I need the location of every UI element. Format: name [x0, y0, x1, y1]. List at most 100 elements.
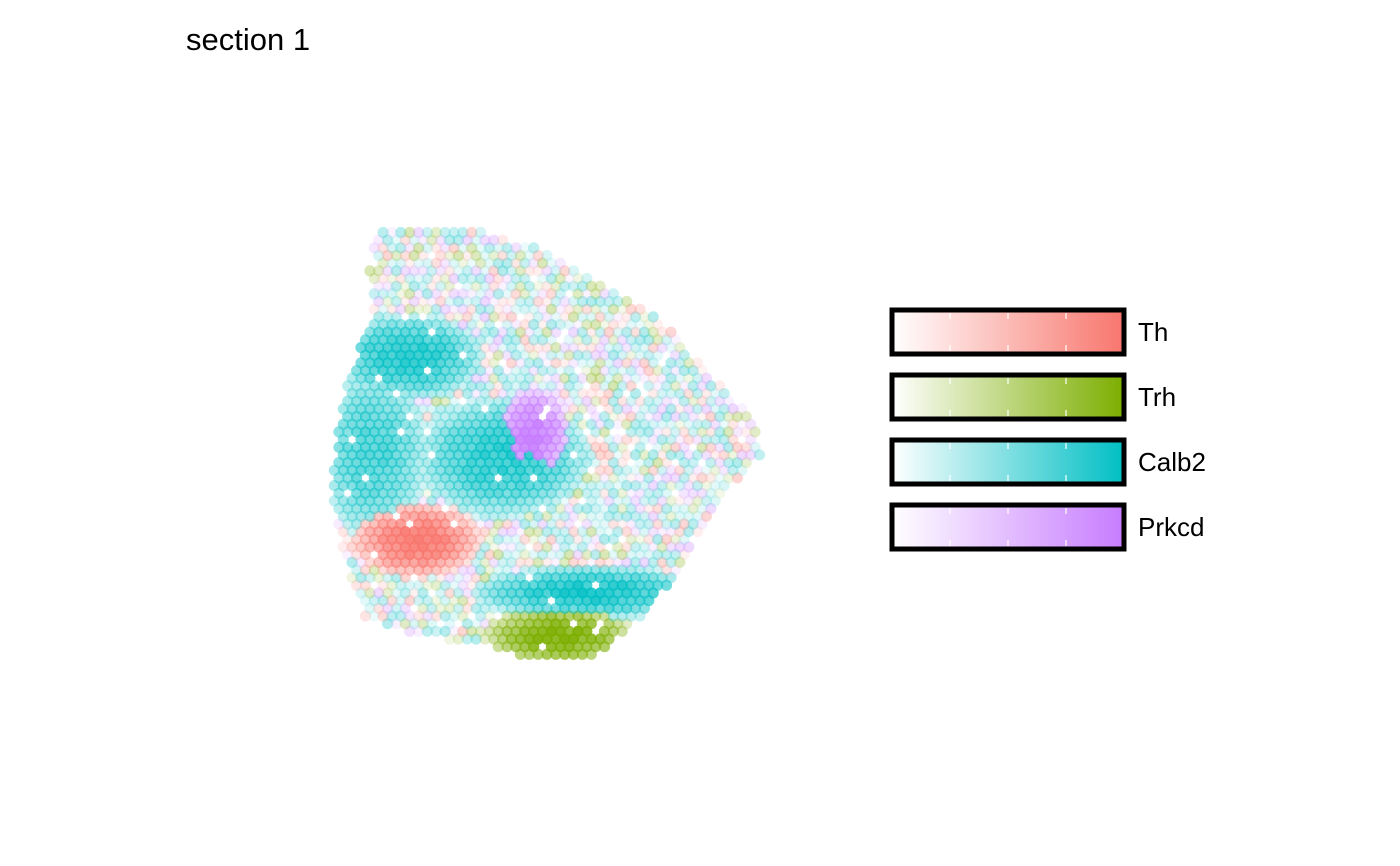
spot-calb2 [377, 319, 389, 331]
spot-th [576, 556, 589, 568]
spot-trh [497, 618, 509, 630]
spot-trh [594, 372, 606, 384]
spot-trh [488, 357, 500, 369]
spot-th [559, 388, 571, 400]
spot-calb2 [501, 395, 513, 407]
spot-calb2 [572, 349, 584, 361]
spot-calb2 [386, 610, 398, 622]
spot-trh [457, 257, 469, 269]
spot-prkcd [479, 295, 491, 308]
spot-trh [616, 303, 628, 315]
spot-prkcd [563, 272, 575, 285]
spot-calb2 [550, 526, 562, 538]
spot-calb2 [377, 288, 389, 300]
spot-prkcd [598, 365, 611, 377]
spot-calb2 [461, 280, 473, 292]
spot-calb2 [492, 564, 504, 576]
spot-prkcd [705, 503, 717, 515]
spot-prkcd [505, 526, 518, 538]
spot-calb2 [470, 587, 482, 599]
spot-trh [594, 357, 606, 369]
spot-calb2 [590, 518, 602, 530]
spot-calb2 [444, 326, 456, 338]
spot-trh [665, 510, 677, 522]
spot-calb2 [607, 503, 620, 515]
spot-calb2 [492, 395, 504, 407]
spot-calb2 [629, 572, 642, 584]
spot-calb2 [435, 449, 447, 461]
spot-calb2 [705, 487, 717, 499]
spot-th [656, 326, 668, 338]
spot-trh [669, 380, 682, 392]
spot-calb2 [567, 480, 580, 492]
spot-calb2 [625, 395, 637, 407]
spot-calb2 [421, 226, 433, 239]
spot-calb2 [625, 365, 637, 377]
spot-trh [444, 280, 456, 292]
spot-trh [559, 372, 571, 384]
spot-prkcd [373, 234, 385, 246]
spot-prkcd [541, 265, 553, 277]
spot-calb2 [554, 319, 566, 331]
spot-calb2 [386, 319, 398, 331]
spot-calb2 [572, 395, 584, 407]
spot-th [647, 342, 659, 354]
spot-trh [470, 249, 482, 262]
spot-prkcd [621, 403, 633, 415]
spot-prkcd [683, 495, 695, 507]
spot-calb2 [559, 480, 571, 492]
spot-trh [452, 311, 464, 323]
spot-th [647, 464, 659, 476]
spot-calb2 [439, 579, 451, 591]
spot-trh [665, 480, 677, 492]
spot-th [665, 326, 677, 338]
spot-prkcd [342, 549, 354, 561]
spot-calb2 [545, 503, 558, 515]
spot-calb2 [505, 572, 518, 584]
spot-trh [430, 395, 442, 407]
spot-trh [576, 418, 589, 430]
spot-calb2 [563, 487, 575, 499]
spot-calb2 [656, 388, 668, 400]
spot-calb2 [638, 342, 651, 354]
spot-th [545, 533, 558, 545]
spot-calb2 [457, 503, 469, 515]
spot-calb2 [545, 380, 558, 392]
spot-prkcd [536, 288, 549, 300]
spot-calb2 [598, 564, 611, 576]
spot-prkcd [669, 395, 682, 407]
spot-prkcd [368, 242, 380, 254]
legend-label-trh: Trh [1138, 382, 1176, 412]
spot-calb2 [452, 295, 464, 308]
spot-prkcd [559, 403, 571, 415]
spot-calb2 [426, 418, 438, 430]
spot-th [674, 403, 686, 415]
spot-trh [501, 610, 513, 622]
spot-calb2 [457, 426, 469, 438]
spot-calb2 [475, 503, 487, 515]
spot-trh [470, 280, 482, 292]
spot-calb2 [643, 334, 655, 346]
spot-prkcd [567, 342, 580, 354]
spot-calb2 [448, 411, 460, 423]
spot-prkcd [528, 395, 540, 407]
spot-trh [541, 510, 553, 522]
spot-calb2 [444, 495, 456, 507]
spot-calb2 [603, 510, 615, 522]
spot-calb2 [612, 572, 624, 584]
legend: Th Trh Calb2 Prkcd [889, 307, 1206, 552]
spot-calb2 [576, 541, 589, 553]
spot-calb2 [408, 234, 420, 246]
spot-calb2 [505, 388, 518, 400]
spot-prkcd [554, 411, 566, 423]
spot-calb2 [612, 480, 624, 492]
spot-calb2 [541, 495, 553, 507]
spot-trh [373, 265, 385, 277]
spot-prkcd [665, 541, 677, 553]
spot-calb2 [519, 564, 531, 576]
spot-th [660, 564, 673, 576]
spot-calb2 [634, 518, 646, 530]
spot-trh [607, 472, 620, 484]
spot-th [466, 549, 478, 561]
spot-calb2 [470, 618, 482, 630]
